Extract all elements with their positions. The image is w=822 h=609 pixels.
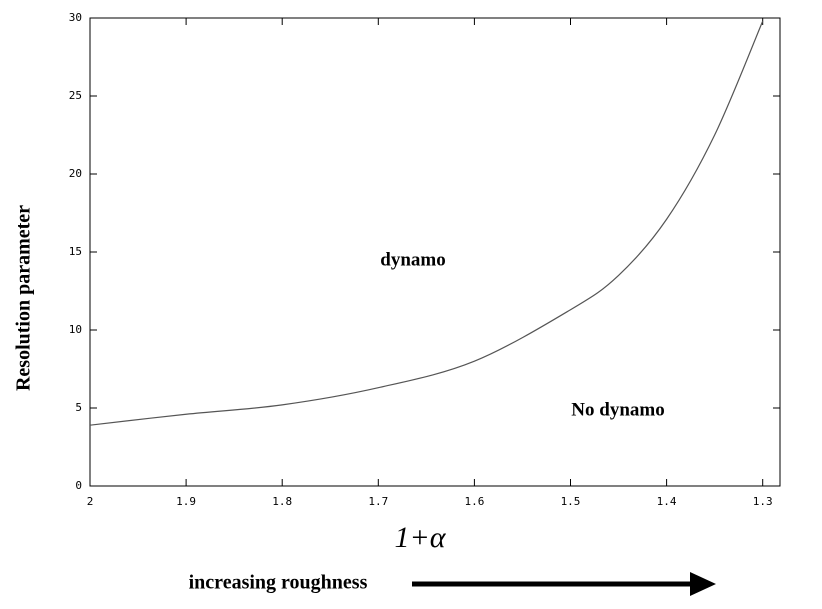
footer-text: increasing roughness — [189, 572, 368, 594]
y-tick-label: 10 — [69, 323, 82, 336]
y-tick-label: 30 — [69, 11, 82, 24]
x-tick-label: 1.4 — [657, 495, 677, 508]
x-tick-label: 1.8 — [272, 495, 292, 508]
x-tick-label: 2 — [87, 495, 94, 508]
annotation: dynamo — [380, 249, 445, 270]
x-tick-label: 1.9 — [176, 495, 196, 508]
x-tick-label: 1.5 — [561, 495, 581, 508]
y-tick-label: 20 — [69, 167, 82, 180]
y-axis-label: Resolution parameter — [13, 205, 35, 391]
x-tick-label: 1.3 — [753, 495, 773, 508]
arrow-head — [690, 572, 716, 596]
y-tick-label: 5 — [75, 401, 82, 414]
y-tick-label: 15 — [69, 245, 82, 258]
x-axis-label: 1+α — [395, 521, 447, 554]
annotation: No dynamo — [571, 399, 664, 420]
x-tick-label: 1.6 — [464, 495, 484, 508]
y-tick-label: 0 — [75, 479, 82, 492]
x-tick-label: 1.7 — [368, 495, 388, 508]
curve — [89, 20, 764, 426]
y-tick-label: 25 — [69, 89, 82, 102]
